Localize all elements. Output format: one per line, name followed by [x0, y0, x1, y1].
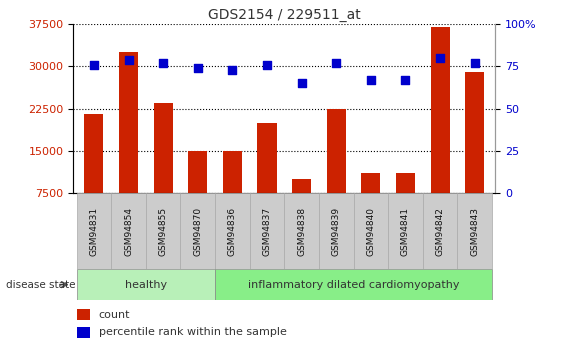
Bar [327, 109, 346, 193]
Text: inflammatory dilated cardiomyopathy: inflammatory dilated cardiomyopathy [248, 280, 459, 289]
Point [436, 55, 445, 61]
Bar [423, 193, 457, 269]
Text: healthy: healthy [125, 280, 167, 289]
Bar [77, 327, 90, 338]
Bar [354, 193, 388, 269]
Bar [84, 114, 104, 193]
Title: GDS2154 / 229511_at: GDS2154 / 229511_at [208, 8, 361, 22]
Text: percentile rank within the sample: percentile rank within the sample [99, 327, 287, 337]
Text: GSM94870: GSM94870 [193, 207, 202, 256]
Point [332, 60, 341, 66]
Point [193, 65, 202, 71]
Bar [119, 52, 138, 193]
Text: GSM94841: GSM94841 [401, 207, 410, 256]
Text: GSM94854: GSM94854 [124, 207, 133, 256]
Bar [465, 72, 484, 193]
Bar [319, 193, 354, 269]
Bar [284, 193, 319, 269]
Text: GSM94840: GSM94840 [367, 207, 376, 256]
Bar [396, 174, 415, 193]
Bar [431, 27, 450, 193]
Text: GSM94836: GSM94836 [228, 207, 237, 256]
Bar [77, 309, 90, 320]
Bar [388, 193, 423, 269]
Point [297, 80, 306, 86]
Text: GSM94838: GSM94838 [297, 207, 306, 256]
Text: GSM94839: GSM94839 [332, 207, 341, 256]
Bar [457, 193, 492, 269]
Text: GSM94855: GSM94855 [159, 207, 168, 256]
Text: GSM94831: GSM94831 [90, 207, 99, 256]
Point [159, 60, 168, 66]
Point [367, 77, 376, 83]
Bar [181, 193, 215, 269]
Bar [188, 151, 207, 193]
Point [228, 67, 237, 72]
Bar [215, 193, 250, 269]
Bar [77, 269, 215, 300]
Point [90, 62, 99, 68]
Text: GSM94842: GSM94842 [436, 207, 445, 256]
Bar [292, 179, 311, 193]
Point [401, 77, 410, 83]
Text: count: count [99, 309, 130, 319]
Bar [361, 174, 381, 193]
Text: disease state: disease state [6, 280, 75, 289]
Bar [77, 193, 111, 269]
Bar [146, 193, 181, 269]
Bar [250, 193, 284, 269]
Bar [215, 269, 492, 300]
Bar [223, 151, 242, 193]
Point [124, 57, 133, 62]
Text: GSM94843: GSM94843 [470, 207, 479, 256]
Point [470, 60, 479, 66]
Text: GSM94837: GSM94837 [262, 207, 271, 256]
Bar [257, 123, 276, 193]
Point [262, 62, 271, 68]
Bar [111, 193, 146, 269]
Bar [154, 103, 173, 193]
